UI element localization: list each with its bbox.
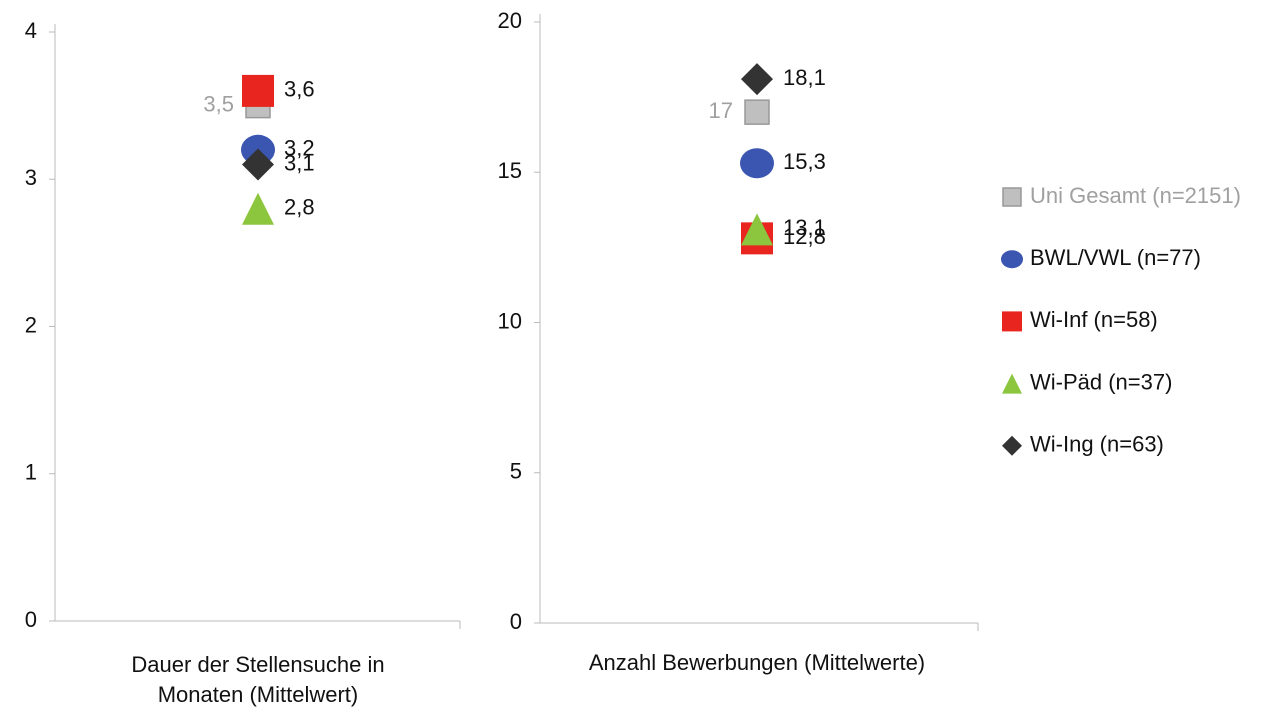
legend-label: Wi-Päd (n=37) [1030,369,1172,394]
y-tick-label: 20 [498,8,522,33]
data-label: 18,1 [783,65,826,90]
data-label: 3,1 [284,150,315,175]
y-tick-label: 0 [510,609,522,634]
legend-marker [1002,311,1022,332]
y-tick-label: 4 [25,18,37,43]
legend-marker [1002,187,1022,207]
legend-marker [1001,250,1023,269]
marker-square [744,99,770,125]
marker-triangle [242,192,274,225]
data-label: 13,1 [783,215,826,240]
data-label: 15,3 [783,149,826,174]
data-label: 3,6 [284,77,315,102]
data-label: 17 [709,98,733,123]
legend-label: Uni Gesamt (n=2151) [1030,183,1241,208]
data-label: 3,2 [284,136,315,161]
marker-diamond [242,148,274,181]
y-tick-label: 1 [25,460,37,485]
y-tick-label: 3 [25,165,37,190]
data-label: 2,8 [284,195,315,220]
y-tick-label: 15 [498,158,522,183]
y-tick-label: 10 [498,308,522,333]
data-label: 12,8 [783,224,826,249]
marker-square [242,74,274,107]
legend-marker [1002,373,1022,394]
legend-label: Wi-Ing (n=63) [1030,432,1164,457]
legend-label: Wi-Inf (n=58) [1030,307,1158,332]
y-tick-label: 2 [25,312,37,337]
legend-label: BWL/VWL (n=77) [1030,245,1201,270]
data-label: 3,5 [203,91,234,116]
marker-triangle [741,213,773,246]
y-tick-label: 0 [25,607,37,632]
legend-marker [1002,435,1022,456]
category-label: Dauer der Stellensuche in Monaten (Mitte… [131,652,385,707]
category-label: Anzahl Bewerbungen (Mittelwerte) [588,650,926,675]
marker-circle [740,148,774,179]
marker-diamond [741,63,773,96]
y-tick-label: 5 [510,459,522,484]
